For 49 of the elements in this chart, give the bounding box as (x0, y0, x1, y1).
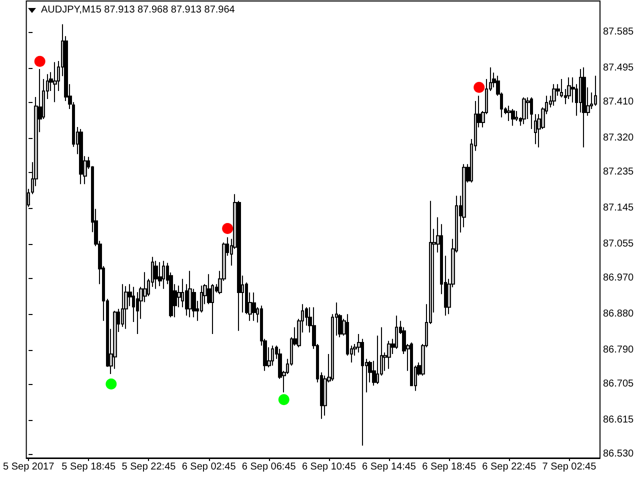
candlestick (594, 75, 597, 106)
x-tick-label: 5 Sep 2017 (2, 462, 55, 472)
point (278, 394, 290, 406)
y-tick-label: 86.615 (603, 414, 634, 426)
candlestick (252, 292, 256, 322)
candlestick (507, 105, 511, 122)
y-tick-label: 86.970 (603, 272, 634, 284)
y-tick-label: 87.410 (603, 96, 634, 108)
candlestick (79, 128, 83, 185)
y-tick-label: 87.145 (603, 202, 634, 214)
y-tick-label: 86.790 (603, 344, 634, 356)
candlestick (552, 84, 556, 106)
candlestick (511, 108, 515, 126)
y-tick-label: 86.705 (603, 378, 634, 390)
x-tick-label: 6 Sep 22:45 (482, 462, 537, 472)
x-tick-label: 6 Sep 10:45 (302, 462, 356, 472)
x-tick-label: 7 Sep 02:45 (542, 462, 597, 472)
chart-title: AUDJPY,M15 87.913 87.968 87.913 87.964 (41, 4, 236, 16)
y-tick-label: 86.530 (603, 448, 634, 460)
x-tick-label: 5 Sep 18:45 (62, 462, 116, 472)
candlestick (271, 345, 274, 366)
y-tick-label: 87.585 (603, 26, 634, 38)
candlestick (361, 338, 364, 446)
x-tick-label: 6 Sep 18:45 (422, 462, 476, 472)
x-tick-label: 5 Sep 22:45 (122, 462, 176, 472)
candlestick (162, 260, 165, 290)
candlestick (154, 260, 158, 290)
candlestick (582, 66, 586, 148)
point (106, 378, 117, 390)
x-tick-label: 6 Sep 02:45 (182, 462, 236, 472)
candlestick (530, 96, 533, 130)
x-tick-label: 6 Sep 06:45 (242, 462, 296, 472)
candlestick (158, 262, 162, 287)
candlestick (124, 286, 128, 330)
point (34, 56, 46, 67)
candlestick (188, 270, 192, 318)
y-tick-label: 87.320 (603, 132, 634, 144)
y-tick-label: 87.235 (603, 166, 634, 178)
y-tick-label: 87.495 (603, 62, 634, 74)
candlestick (534, 114, 537, 145)
candlestick (522, 96, 526, 125)
y-tick-label: 86.880 (603, 308, 634, 320)
y-tick-label: 87.055 (603, 238, 634, 250)
candlestick (387, 340, 391, 370)
candlestick (53, 62, 57, 103)
candlestick (515, 110, 518, 122)
point (222, 223, 234, 234)
x-tick-label: 6 Sep 14:45 (362, 462, 416, 472)
point (474, 82, 485, 93)
